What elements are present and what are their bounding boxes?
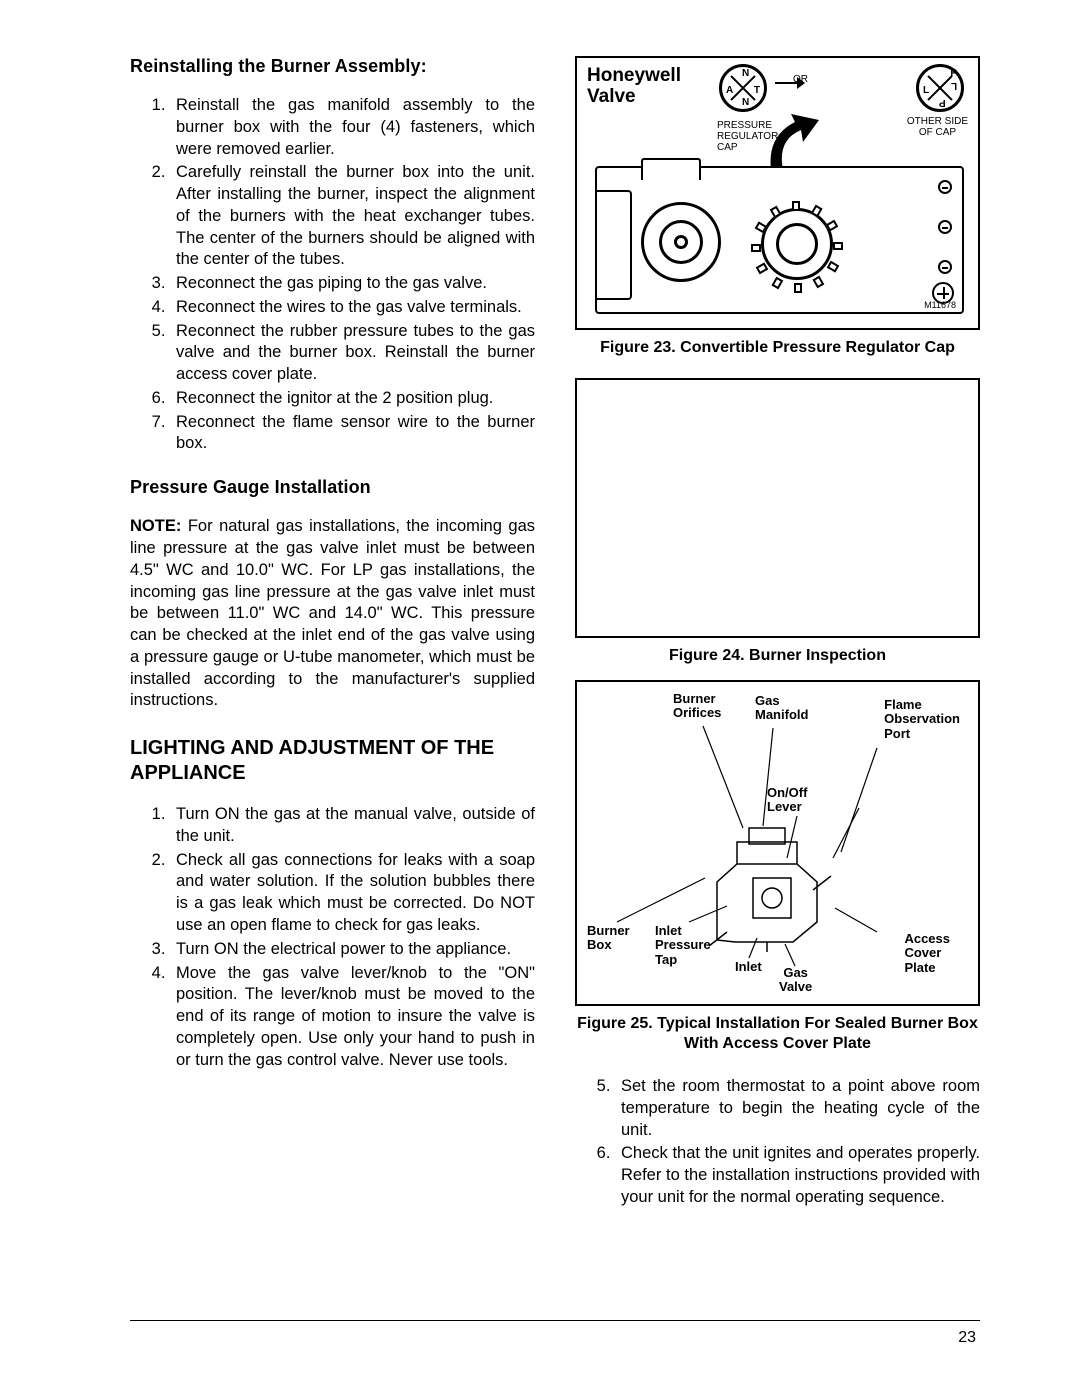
list-item: Set the room thermostat to a point above… [615,1076,980,1141]
honeywell-valve-label: Honeywell Valve [587,66,681,108]
right-column: Honeywell Valve NATN LPPL OR OTHER SIDE … [575,56,980,1250]
heading-reinstall: Reinstalling the Burner Assembly: [130,56,535,77]
list-item: Reconnect the wires to the gas valve ter… [170,297,535,319]
left-column: Reinstalling the Burner Assembly: Reinst… [130,56,543,1250]
other-side-label: OTHER SIDE OF CAP [907,116,968,138]
heading-pressure: Pressure Gauge Installation [130,477,535,498]
list-item: Reconnect the rubber pressure tubes to t… [170,321,535,386]
list-item: Reconnect the gas piping to the gas valv… [170,273,535,295]
arrow-icon [775,82,803,84]
figure-24-caption: Figure 24. Burner Inspection [575,646,980,666]
drawing-number: M11678 [924,300,956,310]
pressure-note: NOTE: For natural gas installations, the… [130,516,535,712]
figure-23-caption: Figure 23. Convertible Pressure Regulato… [575,338,980,358]
list-item: Check that the unit ignites and operates… [615,1143,980,1208]
leader-lines [577,682,978,1004]
list-item: Reconnect the ignitor at the 2 position … [170,388,535,410]
list-item: Reconnect the flame sensor wire to the b… [170,412,535,456]
cap-nat-icon: NATN [719,64,767,112]
lighting-list-left: Turn ON the gas at the manual valve, out… [130,804,535,1071]
list-item: Carefully reinstall the burner box into … [170,162,535,271]
figure-23: Honeywell Valve NATN LPPL OR OTHER SIDE … [575,56,980,330]
figure-25: Burner Orifices Gas Manifold Flame Obser… [575,680,980,1006]
heading-lighting: LIGHTING AND ADJUSTMENT OF THE APPLIANCE [130,736,535,786]
lighting-list-right: Set the room thermostat to a point above… [575,1076,980,1209]
page: Reinstalling the Burner Assembly: Reinst… [0,0,1080,1290]
figure-24 [575,378,980,638]
note-body: For natural gas installations, the incom… [130,517,535,709]
valve-body-diagram: M11678 [595,166,964,314]
reinstall-list: Reinstall the gas manifold assembly to t… [130,95,535,455]
page-number: 23 [958,1329,976,1347]
cap-lp-icon: LPPL [916,64,964,112]
list-item: Check all gas connections for leaks with… [170,850,535,937]
figure-25-caption: Figure 25. Typical Installation For Seal… [575,1014,980,1054]
list-item: Reinstall the gas manifold assembly to t… [170,95,535,160]
list-item: Move the gas valve lever/knob to the "ON… [170,963,535,1072]
list-item: Turn ON the gas at the manual valve, out… [170,804,535,848]
footer-rule [130,1320,980,1321]
note-label: NOTE: [130,517,181,535]
list-item: Turn ON the electrical power to the appl… [170,939,535,961]
